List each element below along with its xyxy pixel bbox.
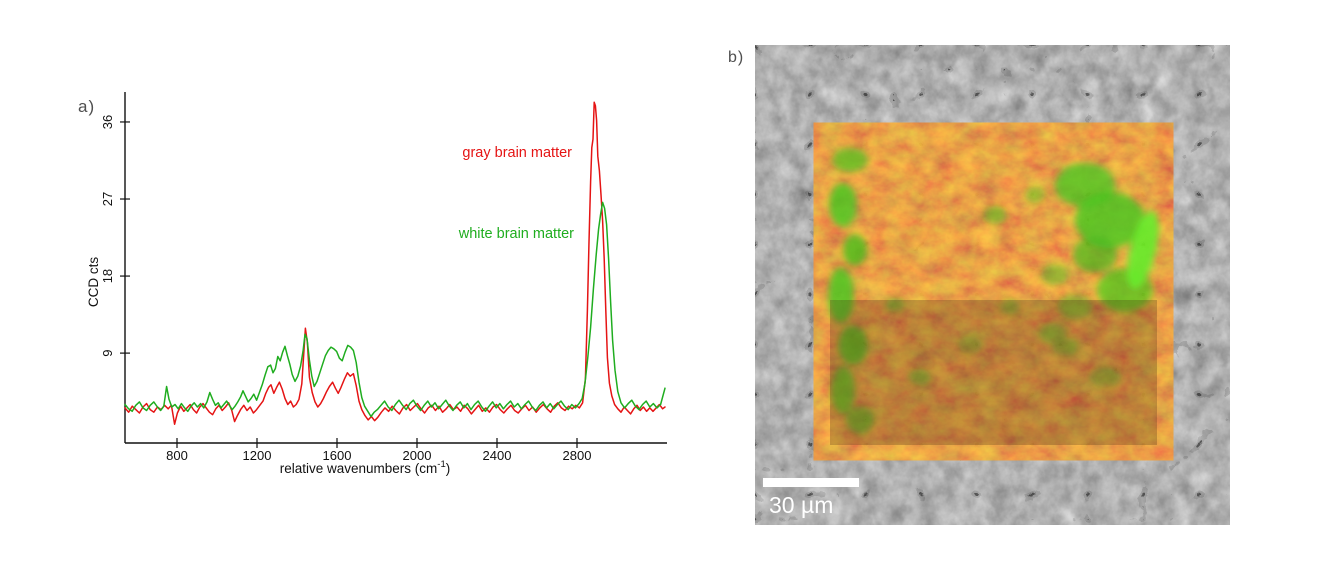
x-axis-title-prefix: relative wavenumbers (cm: [280, 461, 438, 476]
legend-gray-brain-matter: gray brain matter: [462, 145, 572, 161]
series-line-gray-brain-matter: [124, 101, 666, 425]
x-tick-label: 800: [166, 448, 188, 463]
x-tick-label: 1200: [243, 448, 272, 463]
x-axis-title-suffix: ): [446, 461, 451, 476]
x-axis-title-superscript: -1: [437, 459, 445, 470]
raman-map-dark-lower-half: [830, 300, 1157, 445]
x-tick-label: 2400: [483, 448, 512, 463]
scale-bar: [763, 478, 859, 487]
x-axis-title: relative wavenumbers (cm-1): [280, 459, 451, 476]
spectra-lines: [124, 101, 666, 425]
x-tick-label: 2800: [563, 448, 592, 463]
axis-ticks: 800 1200 1600 2000 2400 2800 9 18 27 36: [100, 115, 591, 463]
y-tick-label: 9: [100, 349, 115, 356]
y-tick-label: 18: [100, 269, 115, 283]
panel-a-label: a): [78, 97, 96, 116]
raman-map-overlay: [828, 138, 1159, 445]
sem-raman-overlay-image: 30 µm: [755, 45, 1230, 525]
legend-white-brain-matter: white brain matter: [458, 226, 574, 242]
raman-spectra-chart: 800 1200 1600 2000 2400 2800 9 18 27 36 CCD cts r…: [86, 92, 667, 476]
x-tick-label: 1600: [323, 448, 352, 463]
raman-green-regions: [828, 148, 1159, 434]
panel-b-label: b): [728, 49, 745, 66]
y-tick-label: 36: [100, 115, 115, 129]
y-axis-title: CCD cts: [86, 257, 101, 307]
y-tick-label: 27: [100, 192, 115, 206]
series-line-white-brain-matter: [124, 201, 666, 418]
scale-bar-label: 30 µm: [769, 492, 833, 518]
x-tick-label: 2000: [403, 448, 432, 463]
